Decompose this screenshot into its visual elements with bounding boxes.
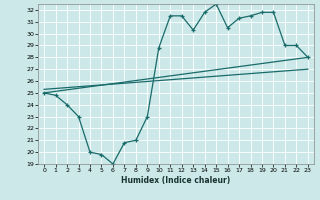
X-axis label: Humidex (Indice chaleur): Humidex (Indice chaleur)	[121, 176, 231, 185]
